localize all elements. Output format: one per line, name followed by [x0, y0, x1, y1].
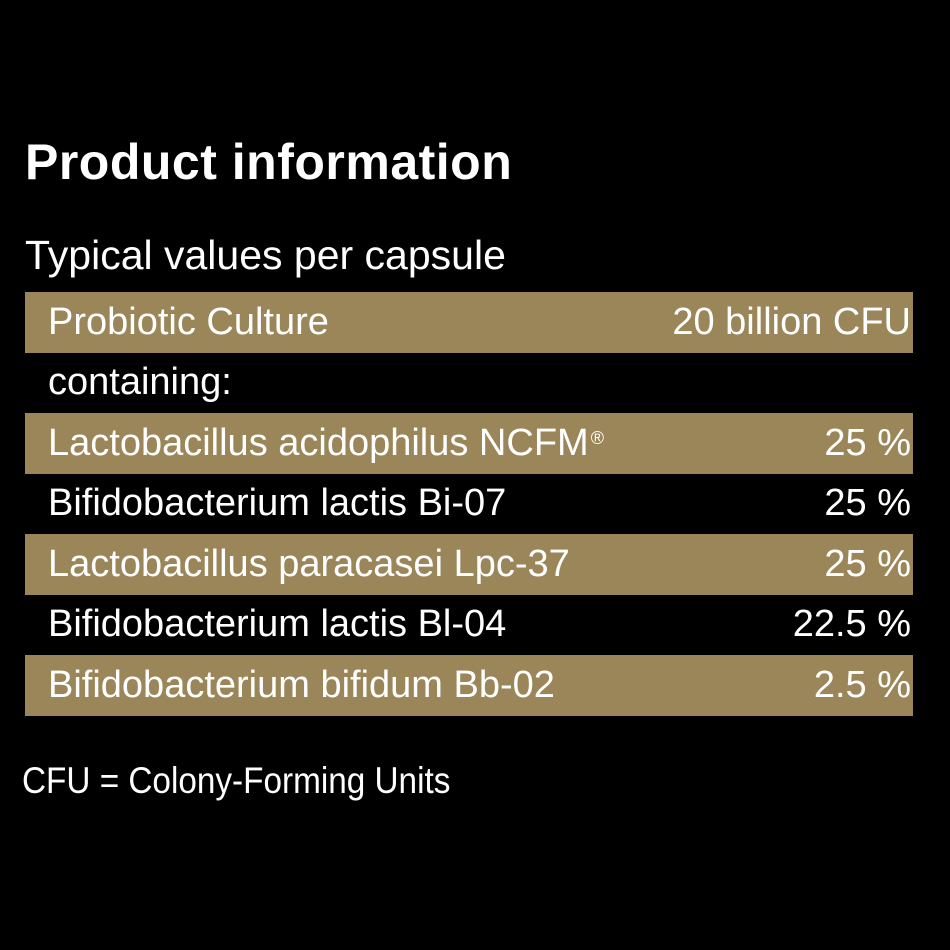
row-value: 25 %: [824, 542, 911, 585]
row-label-text: Lactobacillus acidophilus NCFM: [48, 421, 589, 464]
row-value: 22.5 %: [792, 603, 911, 646]
table-row-lactobacillus-paracasei: Lactobacillus paracasei Lpc-37 25 %: [25, 534, 913, 595]
row-label: Probiotic Culture: [48, 300, 329, 343]
table-row-bifidobacterium-lactis-bl04: Bifidobacterium lactis Bl-04 22.5 %: [25, 595, 913, 656]
page-title: Product information: [25, 134, 513, 190]
row-label: Bifidobacterium lactis Bi-07: [48, 482, 507, 525]
row-label: Lactobacillus acidophilus NCFM ®: [48, 422, 604, 465]
table-row-probiotic-culture: Probiotic Culture 20 billion CFU: [25, 292, 913, 353]
row-value: 20 billion CFU: [672, 300, 911, 343]
registered-mark: ®: [590, 427, 604, 448]
row-value: 25 %: [824, 421, 911, 464]
row-label: Bifidobacterium bifidum Bb-02: [48, 663, 555, 706]
row-value: 25 %: [824, 482, 911, 525]
table-row-bifidobacterium-bifidum: Bifidobacterium bifidum Bb-02 2.5 %: [25, 655, 913, 716]
footnote: CFU = Colony-Forming Units: [22, 760, 451, 801]
row-label: containing:: [48, 361, 232, 404]
table-row-bifidobacterium-lactis-bi07: Bifidobacterium lactis Bi-07 25 %: [25, 474, 913, 535]
table-row-lactobacillus-acidophilus: Lactobacillus acidophilus NCFM ® 25 %: [25, 413, 913, 474]
row-label: Bifidobacterium lactis Bl-04: [48, 603, 507, 646]
row-label: Lactobacillus paracasei Lpc-37: [48, 542, 570, 585]
subtitle: Typical values per capsule: [25, 232, 506, 278]
nutrition-table: Probiotic Culture 20 billion CFU contain…: [25, 292, 913, 716]
table-row-containing: containing:: [25, 353, 913, 414]
row-value: 2.5 %: [813, 663, 911, 706]
